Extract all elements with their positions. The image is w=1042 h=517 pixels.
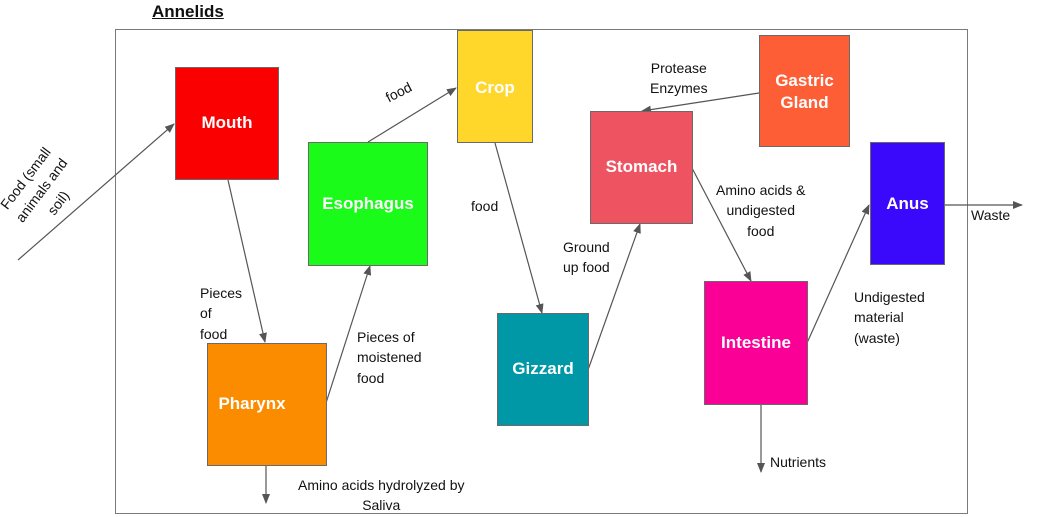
esophagus-box: Esophagus (308, 142, 428, 266)
stomach-label: Stomach (605, 157, 678, 177)
arrow-intestine-to-anus (806, 204, 870, 344)
anus-label: Anus (886, 194, 929, 213)
diagram-title: Annelids (152, 2, 224, 21)
pieces-of-moistened-food-label: Pieces of moistened food (357, 329, 422, 386)
gizzard-box: Gizzard (497, 313, 589, 426)
anus-box: Anus (870, 142, 945, 265)
protease-enzymes-label: Protease Enzymes (650, 60, 708, 97)
arrow-food-to-mouth (17, 123, 175, 261)
pharynx-label: Pharynx (218, 394, 286, 414)
gastric-gland-box: Gastric Gland (759, 35, 850, 147)
nutrients-label: Nutrients (770, 454, 827, 470)
arrow-gizzard-to-stomach (587, 223, 641, 371)
ground-up-food-label: Ground up food (563, 239, 610, 276)
crop-label: Crop (475, 78, 515, 97)
gizzard-label: Gizzard (512, 359, 574, 379)
arrow-crop-to-gizzard (494, 142, 544, 314)
arrow-esophagus-to-crop (367, 87, 457, 143)
esophagus-label: Esophagus (322, 193, 414, 213)
mouth-label: Mouth (201, 113, 253, 133)
waste-label: Waste (971, 207, 1011, 223)
arrow-stomach-to-intestine (691, 167, 752, 282)
arrow-mouth-to-pharynx (227, 179, 267, 343)
diagram-frame (115, 29, 968, 514)
amino-acids-undigested-label: Amino acids & undigested food (716, 182, 806, 239)
amino-acids-saliva-label: Amino acids hydrolyzed by Saliva (298, 477, 465, 514)
stomach-box: Stomach (590, 111, 693, 224)
crop-box: Crop (457, 30, 533, 143)
gastric-gland-label: Gastric Gland (775, 71, 834, 113)
intestine-label: Intestine (721, 332, 791, 352)
undigested-material-label: Undigested material (waste) (854, 289, 925, 346)
pieces-of-food-label: Pieces of food (200, 285, 243, 342)
mouth-box: Mouth (175, 67, 279, 180)
arrow-pharynx-to-esophagus (325, 265, 372, 404)
intestine-box: Intestine (704, 281, 808, 405)
food-to-gizzard-label: food (471, 198, 499, 214)
pharynx-box: Pharynx (207, 343, 327, 466)
arrow-gland-to-stomach (641, 92, 760, 114)
